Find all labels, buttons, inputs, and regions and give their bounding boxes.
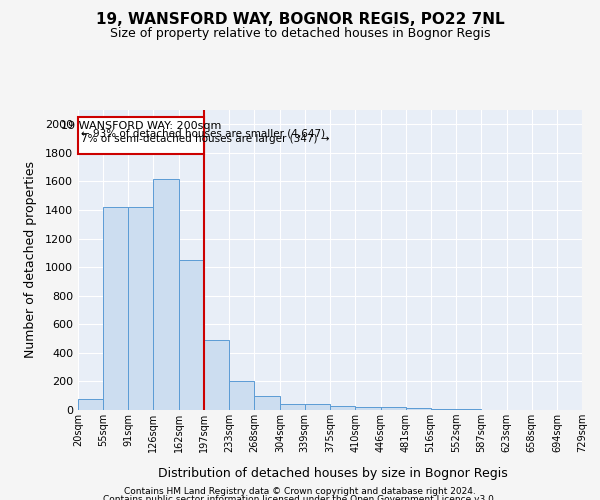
Bar (254, 396, 280, 410)
Text: ← 93% of detached houses are smaller (4,647): ← 93% of detached houses are smaller (4,… (81, 128, 325, 138)
Y-axis label: Number of detached properties: Number of detached properties (23, 162, 37, 358)
Bar (78, 117, 204, 154)
Bar (204, 340, 229, 410)
Text: 19, WANSFORD WAY, BOGNOR REGIS, PO22 7NL: 19, WANSFORD WAY, BOGNOR REGIS, PO22 7NL (95, 12, 505, 28)
Bar (305, 404, 331, 410)
Bar (229, 382, 254, 410)
Text: Contains HM Land Registry data © Crown copyright and database right 2024.: Contains HM Land Registry data © Crown c… (124, 488, 476, 496)
Bar (406, 408, 431, 410)
Text: Size of property relative to detached houses in Bognor Regis: Size of property relative to detached ho… (110, 28, 490, 40)
Bar (280, 404, 305, 410)
Text: Contains public sector information licensed under the Open Government Licence v3: Contains public sector information licen… (103, 495, 497, 500)
Bar (381, 407, 406, 410)
Bar (78, 398, 103, 410)
Bar (154, 178, 179, 410)
Bar (431, 408, 456, 410)
Bar (128, 207, 154, 410)
Bar (355, 407, 381, 410)
Text: 7% of semi-detached houses are larger (347) →: 7% of semi-detached houses are larger (3… (81, 134, 329, 144)
Bar (179, 260, 204, 410)
Text: Distribution of detached houses by size in Bognor Regis: Distribution of detached houses by size … (158, 467, 508, 480)
Bar (331, 406, 355, 410)
Text: 19 WANSFORD WAY: 200sqm: 19 WANSFORD WAY: 200sqm (61, 122, 221, 132)
Bar (103, 207, 128, 410)
